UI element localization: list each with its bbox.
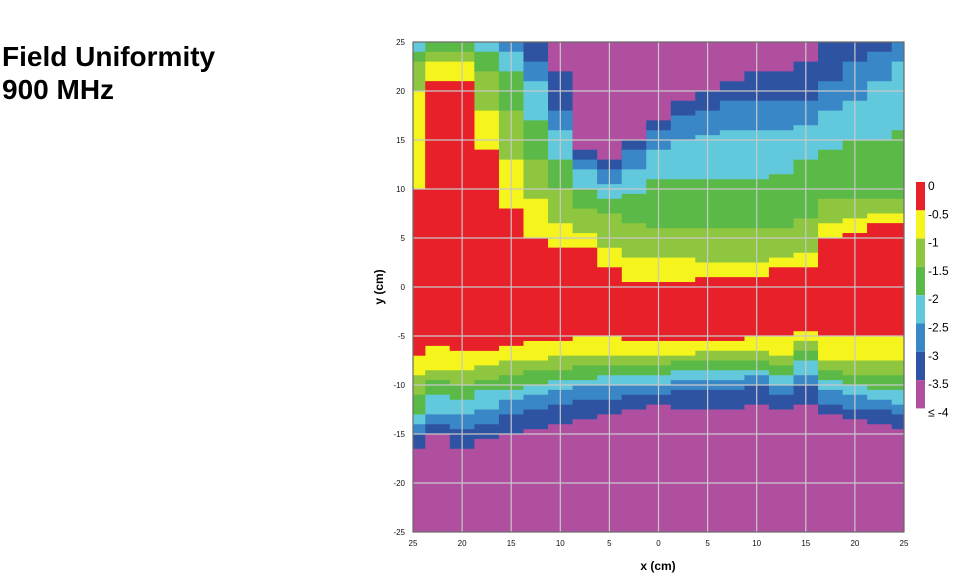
y-tick-label: -5 — [398, 332, 406, 341]
x-tick-label: 5 — [607, 539, 612, 548]
y-tick-label: 25 — [396, 38, 405, 47]
x-tick-label: 15 — [801, 539, 810, 548]
x-tick-label: 15 — [507, 539, 516, 548]
y-tick-label: 5 — [401, 234, 406, 243]
legend-label: -1 — [928, 236, 939, 250]
page-title: Field Uniformity 900 MHz — [2, 40, 215, 106]
x-tick-label: 0 — [656, 539, 661, 548]
legend-swatch — [916, 210, 925, 239]
y-tick-label: 15 — [396, 136, 405, 145]
y-tick-label: -15 — [393, 430, 405, 439]
legend-swatch — [916, 295, 925, 324]
x-tick-label: 5 — [705, 539, 710, 548]
x-axis-label: x (cm) — [640, 559, 675, 573]
x-tick-label: 25 — [900, 539, 909, 548]
y-tick-label: 0 — [401, 283, 406, 292]
color-legend: 0 -0.5 -1 -1.5 -2 -2.5 -3 -3.5 ≤ -4 — [916, 179, 949, 419]
legend-label: -2.5 — [928, 321, 949, 335]
legend-label: -3 — [928, 349, 939, 363]
legend-swatch — [916, 238, 925, 267]
y-tick-label: 20 — [396, 87, 405, 96]
y-tick-label: -25 — [393, 528, 405, 537]
legend-label: ≤ -4 — [928, 405, 949, 419]
x-tick-label: 20 — [458, 539, 467, 548]
y-axis-label: y (cm) — [372, 269, 386, 304]
legend-label: -2 — [928, 292, 939, 306]
y-tick-label: 10 — [396, 185, 405, 194]
title-line-1: Field Uniformity — [2, 41, 216, 72]
x-tick-label: 20 — [850, 539, 859, 548]
title-line-2: 900 MHz — [2, 74, 115, 105]
legend-swatch — [916, 323, 925, 352]
legend-swatch — [916, 266, 925, 296]
legend-swatch — [916, 380, 925, 409]
x-tick-label: 10 — [752, 539, 761, 548]
y-tick-label: -10 — [393, 381, 405, 390]
legend-label: 0 — [928, 179, 935, 193]
x-tick-label: 25 — [409, 539, 418, 548]
y-tick-label: -20 — [393, 479, 405, 488]
legend-swatch — [916, 351, 925, 381]
legend-label: -3.5 — [928, 377, 949, 391]
plot-frame — [412, 41, 905, 533]
legend-label: -0.5 — [928, 207, 949, 221]
x-tick-label: 10 — [556, 539, 565, 548]
y-tick-labels: 25 20 15 10 5 0 -5 -10 -15 -20 -25 — [393, 38, 405, 537]
legend-label: -1.5 — [928, 264, 949, 278]
x-tick-labels: 25 20 15 10 5 0 5 10 15 20 25 — [409, 539, 909, 548]
legend-swatch — [916, 182, 925, 211]
